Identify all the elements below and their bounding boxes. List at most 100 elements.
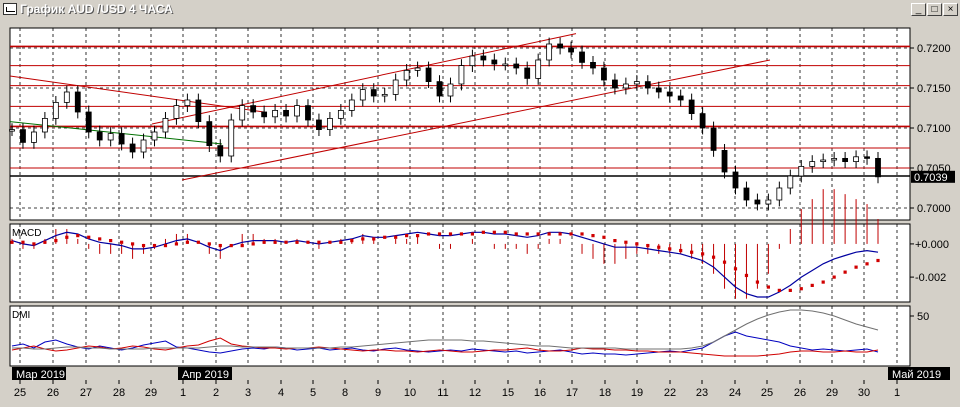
day-label: 29 <box>826 387 838 399</box>
macd-axis: +0.000 -0.002 <box>910 239 949 284</box>
signal-dot <box>865 262 869 266</box>
dmi-axis: 50 <box>910 311 929 323</box>
candle-body <box>173 105 180 119</box>
signal-dot <box>448 232 453 236</box>
month-label-box <box>12 367 66 380</box>
signal-dot <box>536 232 540 236</box>
signal-dot <box>711 255 716 259</box>
day-label: 12 <box>469 387 481 399</box>
signal-dot <box>437 232 442 236</box>
candlesticks <box>9 37 881 211</box>
day-label: 10 <box>404 387 416 399</box>
candle-body <box>206 121 213 146</box>
grid-lines <box>10 28 910 366</box>
candle-body <box>305 105 311 121</box>
signal-dot <box>130 242 135 246</box>
signal-dot <box>185 240 189 244</box>
chart-app-icon <box>3 3 17 15</box>
day-label: 15 <box>502 387 514 399</box>
signal-dot <box>788 288 792 292</box>
dmi-label: DMI <box>12 310 30 321</box>
candle-body <box>579 51 585 63</box>
signal-dot <box>514 232 518 236</box>
candle-body <box>622 83 629 89</box>
signal-dot <box>722 260 727 264</box>
candle-body <box>502 63 509 66</box>
signal-dot <box>876 258 880 263</box>
signal-dot <box>339 240 343 244</box>
macd-tick-label: -0.002 <box>915 272 946 284</box>
candle-body <box>644 81 651 89</box>
day-label: 11 <box>437 387 448 399</box>
day-label: 29 <box>145 387 157 399</box>
candle-body <box>436 81 443 97</box>
close-button[interactable]: × <box>943 3 958 16</box>
dmi-panel[interactable] <box>9 305 911 367</box>
day-label: 3 <box>245 387 251 399</box>
candle-body <box>228 119 235 157</box>
month-label: Мар 2019 <box>16 369 65 381</box>
candle-body <box>96 131 103 141</box>
signal-dot <box>558 232 562 236</box>
candle-body <box>381 94 388 97</box>
signal-dot <box>799 287 803 291</box>
candle-body <box>283 110 289 117</box>
macd-lines <box>10 189 880 299</box>
signal-dot <box>21 240 25 244</box>
price-tick-label: 0.7100 <box>917 123 951 135</box>
signal-dot <box>196 240 200 244</box>
macd-panel[interactable] <box>9 223 911 303</box>
signal-dot <box>777 288 781 292</box>
candle-body <box>655 87 662 93</box>
candle-body <box>568 47 574 53</box>
trend-line <box>151 33 577 125</box>
day-label: 26 <box>47 387 59 399</box>
candle-body <box>590 62 596 69</box>
minimize-button[interactable]: _ <box>911 3 926 16</box>
signal-dot <box>218 243 222 248</box>
signal-dot <box>405 234 409 238</box>
signal-dot <box>98 237 102 241</box>
macd-label: MACD <box>12 228 41 239</box>
day-label: 19 <box>631 387 643 399</box>
signal-dot <box>613 238 617 243</box>
day-label: 16 <box>534 387 546 399</box>
candle-body <box>732 171 739 189</box>
price-panel[interactable] <box>9 27 911 221</box>
signal-dot <box>624 240 628 244</box>
day-label: 9 <box>375 387 381 399</box>
signal-dot <box>766 285 770 289</box>
day-label: 4 <box>278 387 284 399</box>
maximize-button[interactable]: □ <box>927 3 942 16</box>
candle-body <box>809 161 816 167</box>
signal-dot <box>602 235 606 239</box>
candle-body <box>469 55 476 66</box>
candle-body <box>414 67 421 71</box>
candle-body <box>370 89 377 97</box>
day-label: 25 <box>14 387 26 399</box>
candle-body <box>261 111 268 118</box>
candle-body <box>612 79 618 89</box>
day-label: 27 <box>80 387 92 399</box>
signal-dot <box>273 240 277 244</box>
trend-line <box>9 75 265 113</box>
candle-body <box>743 187 750 201</box>
signal-dot <box>174 242 179 246</box>
day-label: 5 <box>310 387 316 399</box>
signal-dot <box>65 235 69 239</box>
candle-body <box>195 99 202 123</box>
signal-dot <box>229 243 233 248</box>
signal-dot <box>262 240 266 244</box>
macd-tick-label: +0.000 <box>915 239 949 251</box>
candle-body <box>184 99 191 106</box>
signal-dot <box>43 240 47 244</box>
price-tick-label: 0.7200 <box>917 43 951 55</box>
candle-body <box>9 129 15 132</box>
candle-body <box>162 118 169 133</box>
last-price-label: 0.7039 <box>914 172 948 184</box>
candle-body <box>447 83 454 97</box>
signal-dot <box>54 238 58 243</box>
signal-dot <box>492 230 496 234</box>
